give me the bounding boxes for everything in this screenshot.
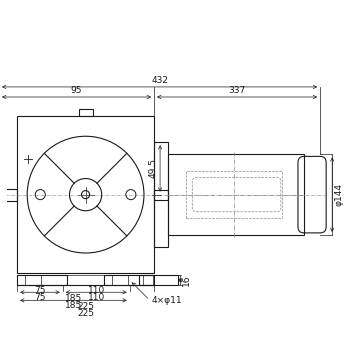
Text: 95: 95 — [71, 86, 82, 95]
Bar — [168, 154, 304, 235]
Bar — [143, 275, 153, 285]
Text: 110: 110 — [88, 293, 105, 302]
Text: 110: 110 — [88, 286, 105, 295]
Text: 16: 16 — [182, 274, 191, 286]
Bar — [186, 172, 282, 218]
Bar — [139, 275, 178, 285]
Text: φ144: φ144 — [334, 183, 343, 206]
Text: 75: 75 — [34, 293, 46, 302]
Bar — [0, 189, 17, 201]
Text: 4×φ11: 4×φ11 — [152, 296, 182, 305]
Bar — [104, 275, 154, 285]
Text: 225: 225 — [77, 309, 94, 318]
Bar — [154, 142, 168, 247]
Text: 337: 337 — [229, 86, 246, 95]
Bar — [78, 109, 93, 116]
Text: 185: 185 — [65, 294, 82, 303]
Text: 185: 185 — [65, 301, 82, 310]
Text: 225: 225 — [77, 302, 94, 312]
Bar — [25, 275, 41, 285]
Bar — [17, 116, 154, 273]
Text: 75: 75 — [34, 286, 46, 295]
Bar — [17, 275, 68, 285]
Text: 49.5: 49.5 — [149, 159, 158, 178]
Bar — [154, 190, 168, 200]
Bar — [112, 275, 128, 285]
Text: 432: 432 — [151, 76, 168, 85]
